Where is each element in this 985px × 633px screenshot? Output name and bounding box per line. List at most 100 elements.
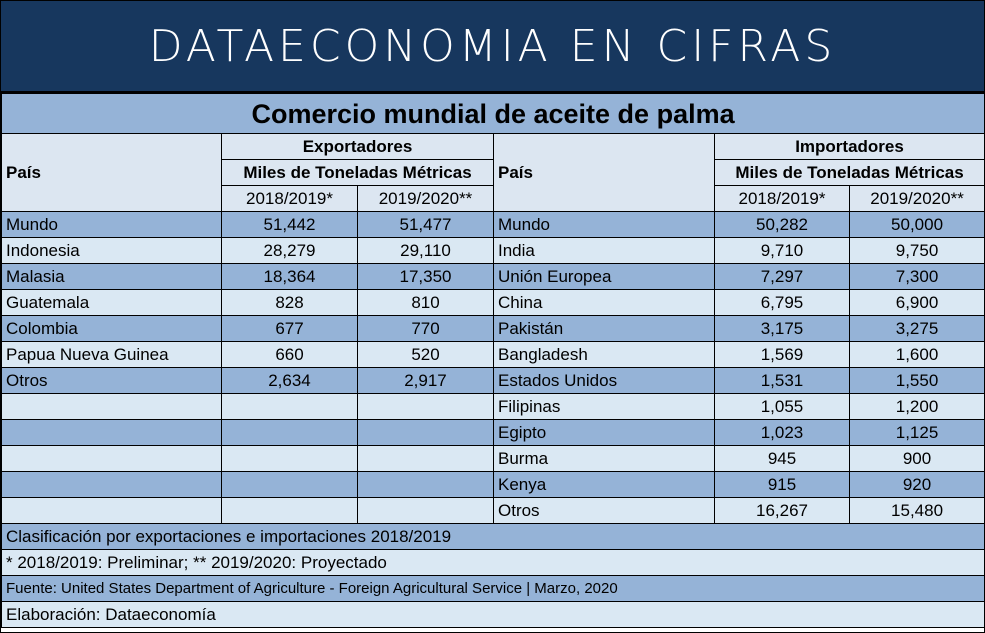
table-title: Comercio mundial de aceite de palma [1,93,984,134]
exporter-value-2018-2019: 677 [221,315,358,342]
exporter-value-2018-2019: 51,442 [221,211,358,238]
credit-note: Elaboración: Dataeconomía [1,601,984,628]
importer-value-2019-2020: 900 [848,445,984,472]
importer-value-2019-2020: 6,900 [848,289,984,316]
exporter-country [1,419,222,446]
exporter-value-2018-2019: 2,634 [221,367,358,394]
exporter-country [1,393,222,420]
exporter-value-2019-2020: 2,917 [357,367,494,394]
importer-value-2019-2020: 7,300 [848,263,984,290]
exporter-value-2018-2019 [221,419,358,446]
importer-country: Estados Unidos [493,367,715,394]
importer-value-2019-2020: 9,750 [848,237,984,264]
exporter-country [1,471,222,498]
exporter-country: Papua Nueva Guinea [1,341,222,368]
importers-year2-header: 2019/2020** [848,185,984,212]
exporter-country: Guatemala [1,289,222,316]
importer-value-2018-2019: 50,282 [714,211,850,238]
exporter-value-2019-2020 [357,419,494,446]
exporter-country: Mundo [1,211,222,238]
importers-year1-header: 2018/2019* [714,185,850,212]
exporter-value-2019-2020: 810 [357,289,494,316]
table-row: Guatemala 828 810 China 6,795 6,900 [1,289,984,316]
exporter-value-2019-2020 [357,471,494,498]
importer-value-2019-2020: 1,550 [848,367,984,394]
exporter-value-2019-2020: 770 [357,315,494,342]
exporter-value-2018-2019: 660 [221,341,358,368]
importer-country: China [493,289,715,316]
importer-value-2018-2019: 1,055 [714,393,850,420]
table-row: Malasia 18,364 17,350 Unión Europea 7,297 7,3… [1,263,984,290]
exporters-country-header: País [1,133,222,212]
importer-value-2018-2019: 16,267 [714,497,850,524]
importer-country: India [493,237,715,264]
exporter-country: Indonesia [1,237,222,264]
exporter-value-2019-2020 [357,497,494,524]
exporter-country [1,445,222,472]
exporter-value-2018-2019 [221,445,358,472]
exporter-value-2019-2020 [357,445,494,472]
exporter-value-2018-2019 [221,471,358,498]
importer-country: Burma [493,445,715,472]
exporter-country: Malasia [1,263,222,290]
importer-value-2019-2020: 920 [848,471,984,498]
importer-country: Otros [493,497,715,524]
exporter-value-2019-2020 [357,393,494,420]
exporters-year2-header: 2019/2020** [357,185,494,212]
exporter-country: Colombia [1,315,222,342]
importer-value-2019-2020: 15,480 [848,497,984,524]
importer-value-2018-2019: 915 [714,471,850,498]
exporter-value-2018-2019 [221,393,358,420]
importer-value-2018-2019: 7,297 [714,263,850,290]
importer-value-2019-2020: 1,600 [848,341,984,368]
importers-country-header: País [493,133,715,212]
exporter-country [1,497,222,524]
importer-country: Bangladesh [493,341,715,368]
exporter-value-2018-2019: 828 [221,289,358,316]
table-row: Mundo 51,442 51,477 Mundo 50,282 50,000 [1,211,984,238]
preliminary-note: * 2018/2019: Preliminar; ** 2019/2020: P… [1,549,984,576]
exporter-value-2019-2020: 520 [357,341,494,368]
banner-title: DATAECONOMIA EN CIFRAS [1,1,984,93]
exporters-year1-header: 2018/2019* [221,185,358,212]
importer-country: Egipto [493,419,715,446]
importer-country: Kenya [493,471,715,498]
exporter-country: Otros [1,367,222,394]
exporter-value-2019-2020: 51,477 [357,211,494,238]
table-row: Colombia 677 770 Pakistán 3,175 3,275 [1,315,984,342]
importer-country: Pakistán [493,315,715,342]
importer-value-2019-2020: 50,000 [848,211,984,238]
exporter-value-2018-2019 [221,497,358,524]
importer-value-2018-2019: 9,710 [714,237,850,264]
table-row: Kenya 915 920 [1,471,984,498]
importer-value-2019-2020: 3,275 [848,315,984,342]
importer-value-2019-2020: 1,200 [848,393,984,420]
table-row: Papua Nueva Guinea 660 520 Bangladesh 1,569 1… [1,341,984,368]
classification-note: Clasificación por exportaciones e import… [1,523,984,550]
importer-value-2018-2019: 6,795 [714,289,850,316]
table-row: Burma 945 900 [1,445,984,472]
exporter-value-2019-2020: 17,350 [357,263,494,290]
table-row: Otros 16,267 15,480 [1,497,984,524]
table-row: Indonesia 28,279 29,110 India 9,710 9,750 [1,237,984,264]
exporter-value-2018-2019: 18,364 [221,263,358,290]
importer-value-2018-2019: 945 [714,445,850,472]
table-row: Filipinas 1,055 1,200 [1,393,984,420]
table-row: Otros 2,634 2,917 Estados Unidos 1,531 1,550 [1,367,984,394]
source-note: Fuente: United States Department of Agri… [1,575,984,602]
importers-label: Importadores [713,133,984,160]
importer-country: Unión Europea [493,263,715,290]
importer-value-2018-2019: 1,023 [714,419,850,446]
importer-value-2019-2020: 1,125 [848,419,984,446]
exporter-value-2019-2020: 29,110 [357,237,494,264]
importer-value-2018-2019: 1,531 [714,367,850,394]
exporters-units: Miles de Toneladas Métricas [221,159,494,186]
exporters-label: Exportadores [221,133,494,160]
exporter-value-2018-2019: 28,279 [221,237,358,264]
importer-value-2018-2019: 1,569 [714,341,850,368]
importer-country: Mundo [493,211,715,238]
palm-oil-table: Comercio mundial de aceite de palma País… [1,93,984,628]
table-row: Egipto 1,023 1,125 [1,419,984,446]
importer-country: Filipinas [493,393,715,420]
